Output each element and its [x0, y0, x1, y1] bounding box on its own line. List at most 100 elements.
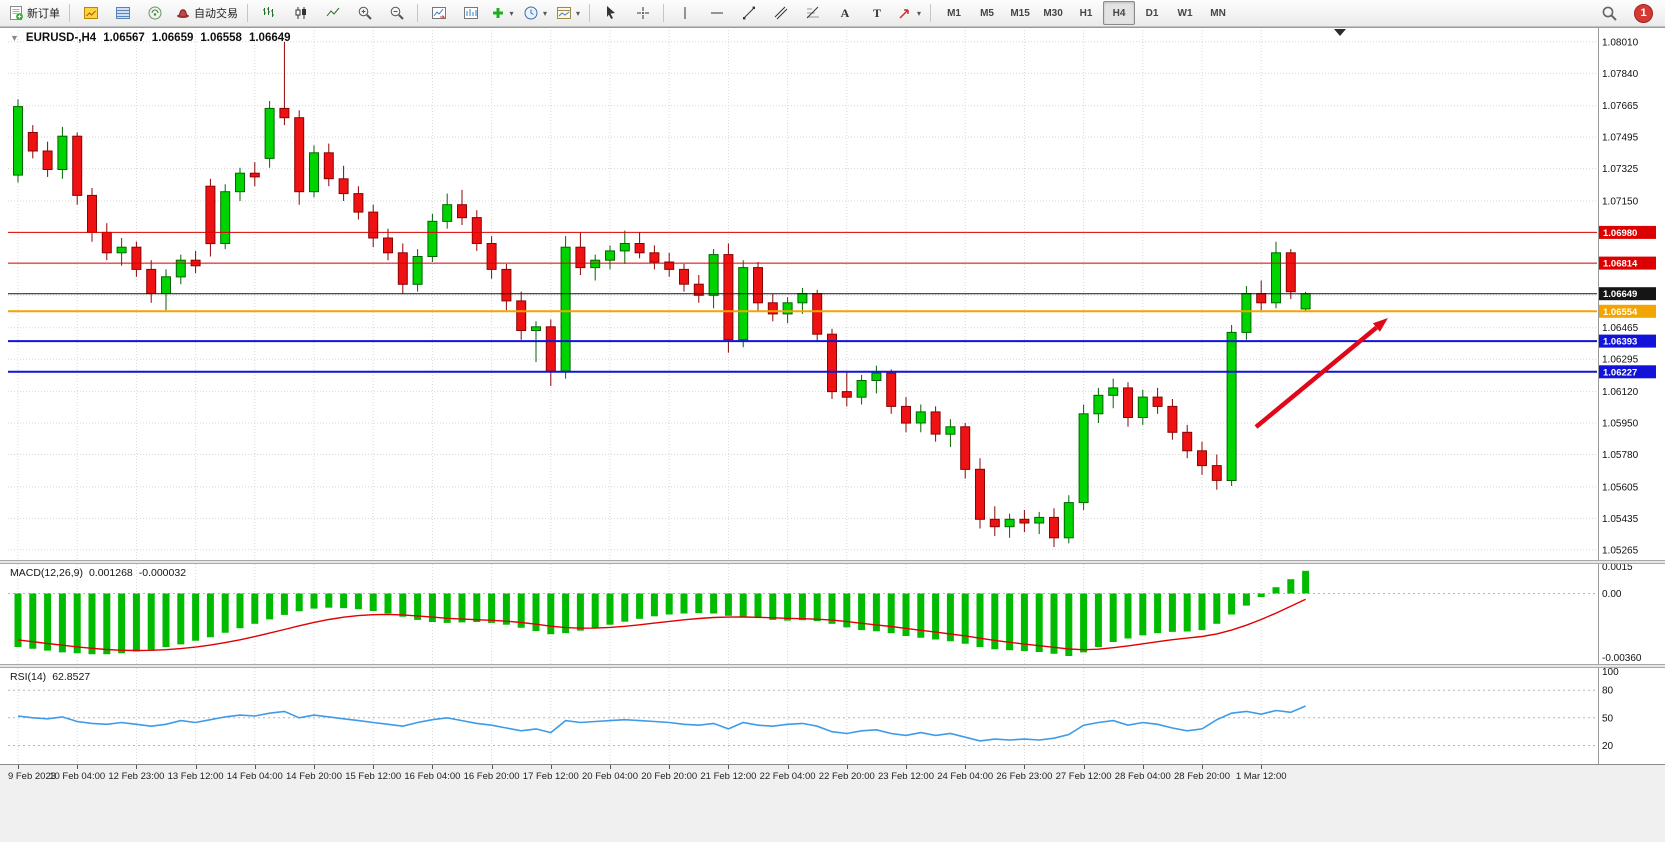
timeframe-m5-button[interactable]: M5: [980, 7, 994, 19]
candle: [1285, 249, 1296, 300]
search-button[interactable]: [1594, 1, 1625, 25]
timeframe-h1-button[interactable]: H1: [1079, 7, 1093, 19]
candle: [1078, 404, 1089, 510]
timeframe-m30-button[interactable]: M30: [1043, 7, 1063, 19]
time-tick: [846, 765, 848, 769]
candle: [560, 236, 571, 379]
time-label: 28 Feb 20:00: [1174, 771, 1230, 782]
candle: [915, 404, 926, 433]
candle: [27, 125, 38, 159]
bar-chart-button[interactable]: [253, 1, 284, 25]
candle: [516, 291, 527, 340]
macd-label: MACD(12,26,9) 0.001268 -0.000032: [10, 567, 186, 579]
text-button[interactable]: A: [829, 1, 860, 25]
svg-text:1.06393: 1.06393: [1603, 337, 1637, 348]
timeframe-m15-button[interactable]: M15: [1010, 7, 1030, 19]
candle: [693, 275, 704, 303]
candle: [323, 143, 334, 187]
line-chart-button[interactable]: [317, 1, 348, 25]
candle: [664, 252, 675, 277]
fibonacci-button[interactable]: [797, 1, 828, 25]
navigator-button[interactable]: [139, 1, 170, 25]
time-tick: [965, 765, 967, 769]
line-chart-icon: [326, 7, 339, 17]
time-label: 13 Feb 12:00: [167, 771, 224, 782]
candle: [294, 110, 305, 205]
macd-canvas[interactable]: 0.0015 0.00 -0.00360: [0, 564, 1665, 664]
zoom-in-button[interactable]: [349, 1, 380, 25]
autotrading-button[interactable]: 自动交易: [171, 1, 242, 25]
candle: [1197, 441, 1207, 475]
candle: [175, 254, 186, 285]
cascade-windows-button[interactable]: [455, 1, 486, 25]
channel-icon: [774, 6, 787, 20]
tile-windows-button[interactable]: [423, 1, 454, 25]
equidistant-channel-button[interactable]: [765, 1, 796, 25]
timeframe-mn-button[interactable]: MN: [1210, 7, 1226, 19]
candle: [1152, 387, 1163, 414]
periods-button[interactable]: ▾: [519, 1, 551, 25]
trendline-button[interactable]: [733, 1, 764, 25]
horizontal-line-button[interactable]: [701, 1, 732, 25]
rsi-axis-label: 100: [1602, 668, 1619, 678]
crosshair-button[interactable]: [627, 1, 658, 25]
panel-separator[interactable]: [0, 664, 1665, 668]
candle: [1093, 387, 1104, 423]
candle: [1004, 513, 1015, 538]
search-icon: [1602, 6, 1617, 21]
candle: [1049, 508, 1059, 547]
low-value: 1.06558: [200, 32, 242, 44]
time-tick: [1202, 765, 1203, 769]
templates-button[interactable]: ▾: [552, 1, 584, 25]
shapes-dropdown-button[interactable]: ▾: [893, 1, 925, 25]
panel-separator[interactable]: [0, 560, 1665, 564]
timeframe-d1-button[interactable]: D1: [1145, 7, 1159, 19]
time-axis[interactable]: 9 Feb 2023 10 Feb 04:00 12 Feb 23:00 13 Feb…: [0, 764, 1665, 790]
cursor-button[interactable]: [595, 1, 626, 25]
candle: [619, 230, 630, 264]
candle: [1123, 382, 1133, 427]
candle: [101, 223, 112, 261]
one-click-trading-toggle[interactable]: ▼: [10, 33, 19, 43]
price-axis[interactable]: [1599, 27, 1665, 560]
vertical-line-button[interactable]: [669, 1, 700, 25]
close-value: 1.06649: [248, 32, 291, 44]
chart-shift-marker[interactable]: [1334, 29, 1346, 36]
rsi-axis-label: 80: [1602, 686, 1614, 697]
candle: [42, 141, 53, 177]
candle: [72, 132, 83, 205]
candle: [1271, 241, 1281, 309]
cursor-icon: [606, 6, 615, 19]
timeframe-m1-button[interactable]: M1: [947, 7, 961, 19]
fibonacci-icon: [806, 6, 819, 19]
timeframe-h4-button[interactable]: H4: [1103, 1, 1136, 25]
market-watch-button[interactable]: [75, 1, 106, 25]
market-watch-icon: [83, 7, 98, 19]
new-order-button[interactable]: 新订单: [4, 1, 64, 25]
candle: [427, 213, 438, 262]
open-value: 1.06567: [103, 32, 145, 44]
add-indicator-button[interactable]: ▾: [487, 1, 518, 25]
time-tick: [610, 765, 611, 769]
candle: [679, 263, 689, 292]
rsi-axis-label: 20: [1602, 741, 1614, 752]
timeframe-w1-button[interactable]: W1: [1177, 7, 1193, 19]
candle: [989, 506, 1000, 536]
price-axis-label: 1.07495: [1602, 133, 1639, 144]
main-chart-panel: ▼ EURUSD-,H4 1.06567 1.06659 1.06558 1.0…: [0, 27, 1665, 560]
candle: [945, 419, 956, 448]
notification-badge[interactable]: 1: [1634, 3, 1653, 23]
time-label: 27 Feb 12:00: [1055, 771, 1112, 782]
candle: [634, 232, 645, 259]
rsi-name: RSI(14): [10, 671, 47, 683]
price-axis-label: 1.05780: [1602, 450, 1639, 461]
cascade-windows-icon: [463, 7, 478, 19]
chart-title: ▼ EURUSD-,H4 1.06567 1.06659 1.06558 1.0…: [10, 32, 291, 44]
text-label-button[interactable]: T: [861, 1, 892, 25]
main-chart-canvas[interactable]: 1.08010 1.07840 1.07665 1.07495 1.07325 1.071…: [0, 27, 1665, 560]
rsi-canvas[interactable]: 100 80 50 20: [0, 668, 1665, 764]
data-window-button[interactable]: [107, 1, 138, 25]
candlestick-chart-button[interactable]: [285, 1, 316, 25]
zoom-out-button[interactable]: [381, 1, 412, 25]
trend-arrow-object[interactable]: [1254, 318, 1388, 429]
